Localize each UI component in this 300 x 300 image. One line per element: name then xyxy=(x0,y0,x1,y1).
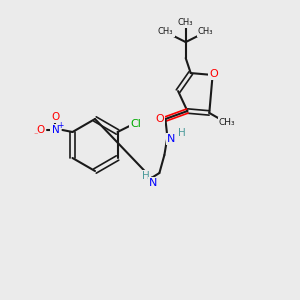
Text: H: H xyxy=(178,128,185,138)
Text: CH₃: CH₃ xyxy=(178,18,194,27)
Text: N: N xyxy=(167,134,176,144)
Text: O: O xyxy=(36,125,45,135)
Text: Cl: Cl xyxy=(130,119,141,129)
Text: CH₃: CH₃ xyxy=(158,27,173,36)
Text: ⁻: ⁻ xyxy=(33,130,38,140)
Text: N: N xyxy=(149,178,158,188)
Text: O: O xyxy=(51,112,60,122)
Text: O: O xyxy=(209,69,218,79)
Text: O: O xyxy=(155,114,164,124)
Text: N: N xyxy=(52,125,59,135)
Text: CH₃: CH₃ xyxy=(198,27,214,36)
Text: CH₃: CH₃ xyxy=(219,118,236,127)
Text: +: + xyxy=(57,122,64,130)
Text: H: H xyxy=(142,171,149,181)
